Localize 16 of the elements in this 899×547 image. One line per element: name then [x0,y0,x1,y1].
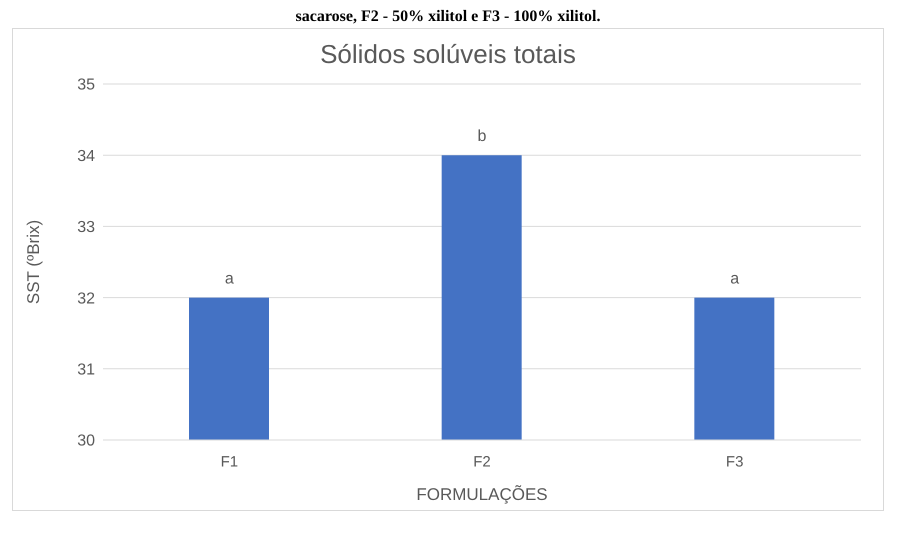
text: sacarose, F2 - 50% xilitol e F3 - 100% xilitol. [294,8,602,27]
x-tick-label: F3 [726,454,744,471]
y-tick-label: 34 [77,148,96,165]
y-axis-title: SST (ºBrix) [24,220,44,304]
y-tick-label: 32 [77,290,96,308]
annotation: a [730,270,740,288]
y-tick-label: 35 [77,76,96,94]
x-axis-title: FORMULAÇÕES [416,485,548,504]
x-tick-label: F1 [220,454,238,471]
annotation: b [478,128,487,146]
annotation: a [224,270,234,288]
chart-title: Sólidos solúveis totais [319,39,577,70]
x-tick-label: F2 [473,454,491,471]
y-tick-label: 30 [77,432,96,450]
y-tick-label: 33 [77,219,96,236]
y-tick-label: 31 [77,361,96,378]
